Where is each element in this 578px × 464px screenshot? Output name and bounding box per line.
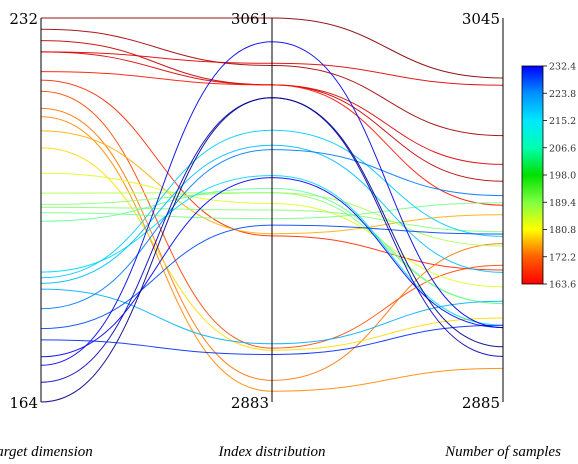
colorbar	[521, 65, 544, 285]
axis-name-target-dimension: Target dimension	[0, 444, 93, 460]
series-line-24	[40, 224, 504, 330]
series-line-9	[40, 107, 504, 381]
series-line-6	[40, 71, 504, 206]
axis-max-label-index-distribution: 3061	[231, 10, 269, 28]
series-line-11	[40, 130, 504, 235]
axis-min-label-number-of-samples: 2885	[462, 394, 500, 412]
colorbar-tick-label: 215.2	[549, 116, 576, 127]
axis-max-label-target-dimension: 232	[9, 10, 38, 28]
colorbar-tick-label: 198.0	[549, 171, 576, 182]
axis-max-label-number-of-samples: 3045	[462, 10, 500, 28]
series-line-7	[40, 79, 504, 271]
series-line-12	[40, 147, 504, 351]
axis-min-label-target-dimension: 164	[9, 394, 38, 412]
series-line-10	[40, 116, 504, 392]
colorbar-tick-label: 172.2	[549, 252, 576, 263]
colorbar-tick-label: 223.8	[549, 89, 576, 100]
colorbar-tick-label: 232.4	[549, 62, 576, 73]
series-line-8	[40, 90, 504, 349]
colorbar-tick-label: 163.6	[549, 280, 576, 291]
colorbar-tick-label: 189.4	[549, 198, 576, 209]
axis-name-number-of-samples: Number of samples	[444, 444, 561, 460]
colorbar-tick-label: 206.6	[549, 143, 576, 154]
series-line-15	[40, 192, 504, 305]
axis-min-label-index-distribution: 2883	[231, 394, 269, 412]
colorbar-ticks: 232.4 223.8 215.2 206.6 198.0 189.4 180.8 172.2…	[543, 62, 576, 291]
axis-name-index-distribution: Index distribution	[217, 444, 325, 460]
series-line-23	[40, 149, 504, 310]
colorbar-tick-label: 180.8	[549, 225, 576, 236]
